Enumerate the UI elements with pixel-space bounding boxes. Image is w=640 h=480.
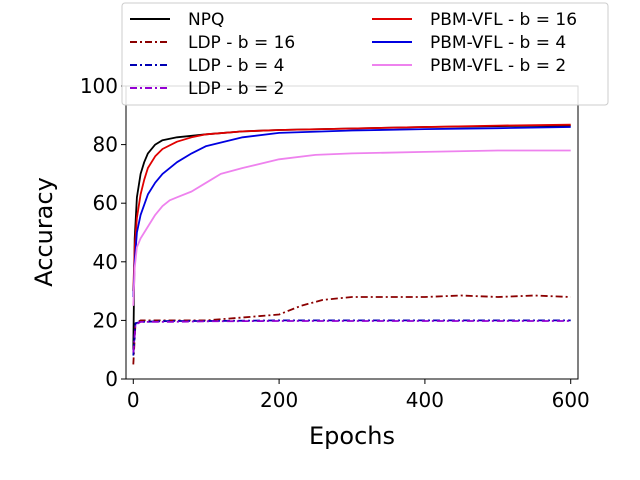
y-tick-label: 0	[105, 367, 118, 391]
y-axis-label: Accuracy	[30, 177, 58, 287]
x-tick-label: 200	[260, 388, 298, 412]
y-tick-label: 80	[93, 133, 118, 157]
legend-label-0: NPQ	[188, 10, 224, 30]
series-line-1	[132, 294, 571, 365]
legend-label-1: LDP - b = 16	[188, 33, 295, 53]
y-axis-ticks: 0 20 40 60 80 100	[80, 74, 126, 391]
series-line-4	[132, 123, 571, 292]
x-tick-label: 400	[406, 388, 444, 412]
legend-label-3: LDP - b = 2	[188, 79, 284, 99]
y-tick-label: 20	[93, 308, 118, 332]
legend-label-2: LDP - b = 4	[188, 56, 284, 76]
legend-label-4: PBM-VFL - b = 16	[430, 10, 577, 30]
x-axis-label: Epochs	[309, 422, 395, 450]
y-tick-label: 60	[93, 191, 118, 215]
x-tick-label: 0	[127, 388, 140, 412]
y-tick-label: 100	[80, 74, 118, 98]
legend-label-6: PBM-VFL - b = 2	[430, 56, 566, 76]
series-line-6	[132, 149, 571, 306]
x-tick-label: 600	[552, 388, 590, 412]
y-tick-label: 40	[93, 250, 118, 274]
series-layer	[132, 123, 571, 365]
series-line-5	[132, 126, 571, 298]
x-axis-ticks: 0 200 400 600	[127, 379, 590, 412]
legend: NPQ LDP - b = 16 LDP - b = 4 LDP - b = 2 PBM…	[121, 2, 609, 106]
legend-box	[121, 2, 609, 106]
series-line-3	[132, 320, 571, 353]
legend-label-5: PBM-VFL - b = 4	[430, 33, 566, 53]
